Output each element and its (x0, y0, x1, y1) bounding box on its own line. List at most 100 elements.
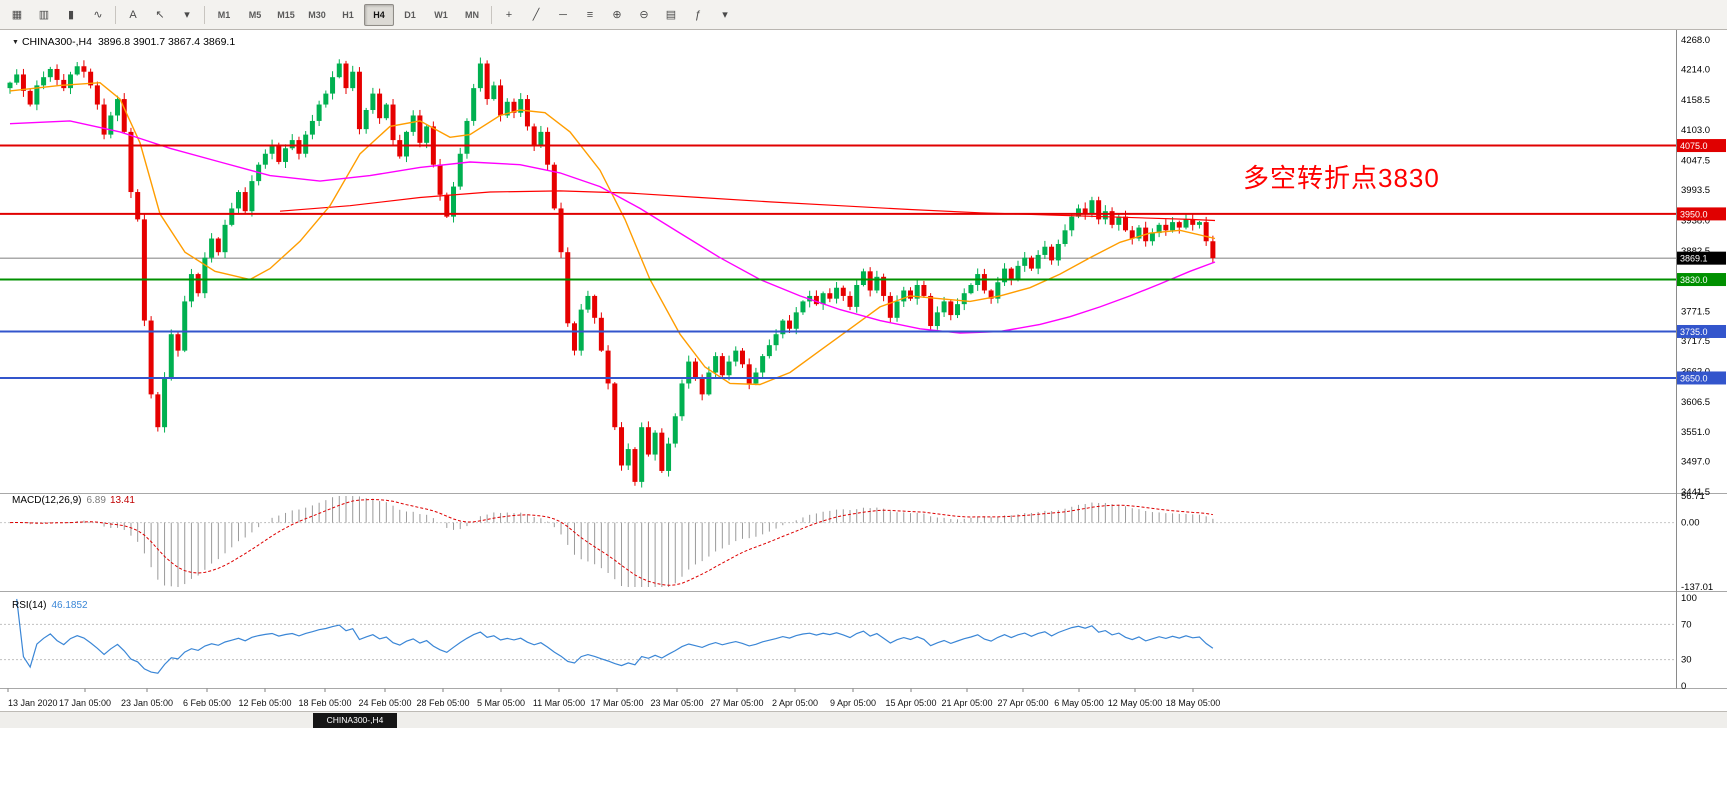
svg-text:4047.5: 4047.5 (1681, 156, 1710, 167)
svg-text:17 Jan 05:00: 17 Jan 05:00 (59, 698, 111, 708)
svg-text:100: 100 (1681, 593, 1697, 604)
svg-text:3497.0: 3497.0 (1681, 457, 1710, 468)
svg-text:56.71: 56.71 (1681, 491, 1705, 502)
macd-signal-line (9, 498, 1213, 586)
price-tag (1677, 273, 1726, 287)
cursor-icon[interactable]: ↖ (155, 9, 165, 21)
svg-text:4103.0: 4103.0 (1681, 125, 1710, 136)
main-toolbar: ▦ ▥ ▮ ∿ A ↖ ▾ M1 M5 M15 M30 H1 H4 D1 W1 MN + ╱ ─ ≡ ⊕ ⊖ ▤ ƒ ▾ (0, 0, 1727, 30)
line-chart-icon[interactable]: ∿ (93, 9, 103, 21)
svg-text:0: 0 (1681, 681, 1686, 692)
toolbar-separator (491, 5, 492, 24)
crosshair-icon[interactable]: + (505, 8, 513, 21)
time-axis: 13 Jan 2020 17 Jan 05:00 23 Jan 05:00 6 Feb… (7, 688, 1221, 708)
macd-main-value: 6.89 (86, 495, 106, 506)
timeframe-w1-button[interactable]: W1 (434, 9, 448, 20)
svg-text:-137.01: -137.01 (1681, 582, 1713, 593)
trendline-icon[interactable]: ╱ (532, 9, 540, 21)
symbol-period-label: CHINA300-,H4 (21, 36, 92, 48)
zoom-out-icon[interactable]: ⊖ (639, 9, 649, 21)
svg-text:3606.5: 3606.5 (1681, 397, 1710, 408)
tile-windows-icon[interactable]: ▤ (665, 9, 677, 21)
svg-text:11 Mar 05:00: 11 Mar 05:00 (533, 698, 585, 708)
svg-text:4214.0: 4214.0 (1681, 65, 1710, 76)
macd-panel (0, 496, 1676, 587)
ma-magenta-line (9, 120, 1216, 334)
objects-dropdown-icon[interactable]: ▾ (184, 9, 190, 21)
text-label-icon[interactable]: A (129, 8, 137, 21)
svg-text:3551.0: 3551.0 (1681, 427, 1710, 438)
candles-layer (7, 57, 1216, 488)
chart-annotation: 多空转折点3830 (1243, 163, 1440, 193)
level-lines (0, 144, 1676, 379)
templates-icon[interactable]: ▾ (722, 9, 728, 21)
price-tag (1677, 251, 1726, 265)
price-tag (1677, 324, 1726, 338)
svg-text:24 Feb 05:00: 24 Feb 05:00 (358, 698, 411, 708)
timeframe-mn-button[interactable]: MN (465, 9, 479, 20)
svg-text:6 May 05:00: 6 May 05:00 (1054, 698, 1104, 708)
timeframe-h1-button[interactable]: H1 (342, 9, 354, 20)
zoom-in-icon[interactable]: ⊕ (612, 9, 622, 21)
svg-text:3938.0: 3938.0 (1681, 215, 1710, 226)
svg-text:28 Feb 05:00: 28 Feb 05:00 (416, 698, 469, 708)
svg-text:3830.0: 3830.0 (1680, 275, 1708, 285)
timeframe-d1-button[interactable]: D1 (404, 9, 416, 20)
menu-grid-icon[interactable]: ▦ (11, 9, 23, 21)
svg-text:12 Feb 05:00: 12 Feb 05:00 (238, 698, 291, 708)
svg-text:3869.1: 3869.1 (1680, 254, 1708, 264)
ma-red-line (279, 190, 1216, 222)
svg-text:3650.0: 3650.0 (1680, 373, 1708, 383)
macd-name: MACD(12,26,9) (12, 495, 82, 506)
macd-signal-value: 13.41 (109, 495, 135, 506)
svg-text:4268.0: 4268.0 (1681, 35, 1710, 46)
svg-text:27 Mar 05:00: 27 Mar 05:00 (710, 698, 763, 708)
svg-text:3993.5: 3993.5 (1681, 185, 1710, 196)
chart-title: ▼ CHINA300-,H4 3896.8 3901.7 3867.4 3869.1 (12, 36, 235, 48)
fibonacci-icon[interactable]: ≡ (586, 8, 594, 21)
svg-text:3950.0: 3950.0 (1680, 209, 1708, 219)
toolbar-separator (115, 5, 116, 24)
svg-text:3771.5: 3771.5 (1681, 307, 1710, 318)
toolbar-separator (204, 5, 205, 24)
svg-text:23 Jan 05:00: 23 Jan 05:00 (121, 698, 173, 708)
svg-text:18 Feb 05:00: 18 Feb 05:00 (298, 698, 351, 708)
indicators-icon[interactable]: ƒ (694, 8, 702, 21)
timeframe-m1-button[interactable]: M1 (217, 9, 231, 20)
rsi-name: RSI(14) (12, 600, 47, 611)
svg-text:4158.5: 4158.5 (1681, 95, 1710, 106)
rsi-value: 46.1852 (51, 600, 88, 611)
price-tag (1677, 371, 1726, 385)
svg-text:12 May 05:00: 12 May 05:00 (1108, 698, 1163, 708)
chart-window-tab[interactable]: CHINA300-,H4 (313, 713, 397, 728)
ohlc-values: 3896.8 3901.7 3867.4 3869.1 (97, 36, 236, 48)
svg-text:13 Jan 2020: 13 Jan 2020 (8, 698, 58, 708)
ma-orange-line (9, 81, 1216, 386)
svg-text:2 Apr 05:00: 2 Apr 05:00 (772, 698, 818, 708)
timeframe-m15-button[interactable]: M15 (277, 9, 295, 20)
svg-text:18 May 05:00: 18 May 05:00 (1166, 698, 1221, 708)
svg-text:30: 30 (1681, 655, 1692, 666)
horizontal-line-icon[interactable]: ─ (559, 8, 567, 21)
macd-indicator-label: MACD(12,26,9) 6.89 13.41 (12, 495, 135, 506)
bar-chart-icon[interactable]: ▥ (38, 9, 50, 21)
svg-text:3735.0: 3735.0 (1680, 327, 1708, 337)
timeframe-m30-button[interactable]: M30 (308, 9, 326, 20)
chart-canvas[interactable]: 4268.0 4214.0 4158.5 4103.0 4047.5 3993.5 3938… (0, 30, 1727, 711)
svg-text:21 Apr 05:00: 21 Apr 05:00 (941, 698, 992, 708)
candlestick-chart-icon[interactable]: ▮ (67, 9, 75, 21)
svg-text:6 Feb 05:00: 6 Feb 05:00 (183, 698, 231, 708)
svg-text:9 Apr 05:00: 9 Apr 05:00 (830, 698, 876, 708)
rsi-indicator-label: RSI(14) 46.1852 (12, 600, 88, 611)
window-tab-bar: CHINA300-,H4 (0, 711, 1727, 728)
svg-text:23 Mar 05:00: 23 Mar 05:00 (650, 698, 703, 708)
svg-text:3717.5: 3717.5 (1681, 336, 1710, 347)
panel-frame (0, 30, 1727, 689)
collapse-triangle-icon[interactable]: ▼ (12, 39, 19, 46)
svg-text:3882.5: 3882.5 (1681, 246, 1710, 257)
timeframe-m5-button[interactable]: M5 (248, 9, 262, 20)
price-tag (1677, 207, 1726, 221)
timeframe-h4-button[interactable]: H4 (364, 3, 394, 26)
svg-text:4075.0: 4075.0 (1680, 141, 1708, 151)
